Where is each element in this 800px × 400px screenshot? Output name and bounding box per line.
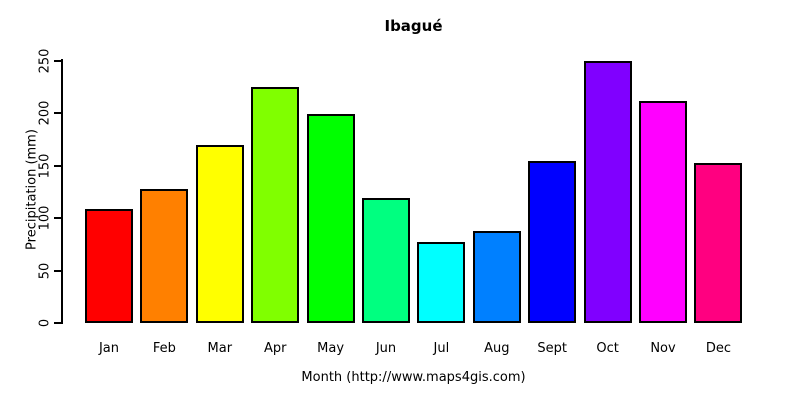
bar-aug bbox=[472, 230, 521, 323]
bar-feb bbox=[140, 188, 189, 323]
bar-sept bbox=[528, 161, 577, 323]
x-tick-label-apr: Apr bbox=[263, 341, 287, 356]
y-axis-title: Precipitation (mm) bbox=[24, 129, 40, 250]
y-tick-mark-150 bbox=[54, 164, 61, 167]
bar-mar bbox=[195, 144, 244, 323]
y-tick-mark-0 bbox=[54, 322, 61, 324]
x-tick-label-feb: Feb bbox=[152, 341, 176, 356]
x-tick-label-may: May bbox=[317, 341, 345, 356]
x-tick-label-oct: Oct bbox=[596, 341, 619, 356]
bar-nov bbox=[639, 101, 687, 323]
y-tick-mark-100 bbox=[54, 217, 61, 219]
y-tick-label-0: 0 bbox=[37, 318, 53, 328]
x-tick-label-mar: Mar bbox=[207, 341, 233, 356]
y-tick-mark-250 bbox=[54, 59, 61, 62]
x-tick-label-sept: Sept bbox=[537, 341, 567, 356]
y-tick-label-150: 150 bbox=[37, 153, 53, 178]
x-tick-label-jul: Jul bbox=[433, 341, 450, 356]
y-tick-label-50: 50 bbox=[37, 262, 53, 279]
x-tick-label-dec: Dec bbox=[705, 341, 731, 356]
y-tick-mark-50 bbox=[54, 269, 61, 272]
x-tick-label-nov: Nov bbox=[650, 341, 676, 356]
y-tick-label-100: 100 bbox=[37, 205, 53, 231]
x-tick-label-jan: Jan bbox=[98, 341, 120, 356]
y-axis-line bbox=[61, 59, 63, 324]
bar-apr bbox=[251, 86, 300, 323]
bar-jan bbox=[85, 208, 133, 323]
y-tick-label-250: 250 bbox=[37, 48, 53, 73]
bar-jun bbox=[362, 198, 410, 323]
x-axis-title: Month (http://www.maps4gis.com) bbox=[301, 370, 526, 385]
x-tick-label-jun: Jun bbox=[375, 341, 397, 356]
bar-may bbox=[306, 114, 355, 323]
y-tick-label-200: 200 bbox=[37, 100, 53, 126]
x-tick-label-aug: Aug bbox=[484, 341, 510, 356]
bar-dec bbox=[694, 163, 743, 323]
chart-title: Ibagué bbox=[384, 17, 443, 35]
bar-oct bbox=[583, 60, 632, 323]
bar-jul bbox=[417, 242, 466, 323]
y-tick-mark-200 bbox=[54, 112, 61, 114]
